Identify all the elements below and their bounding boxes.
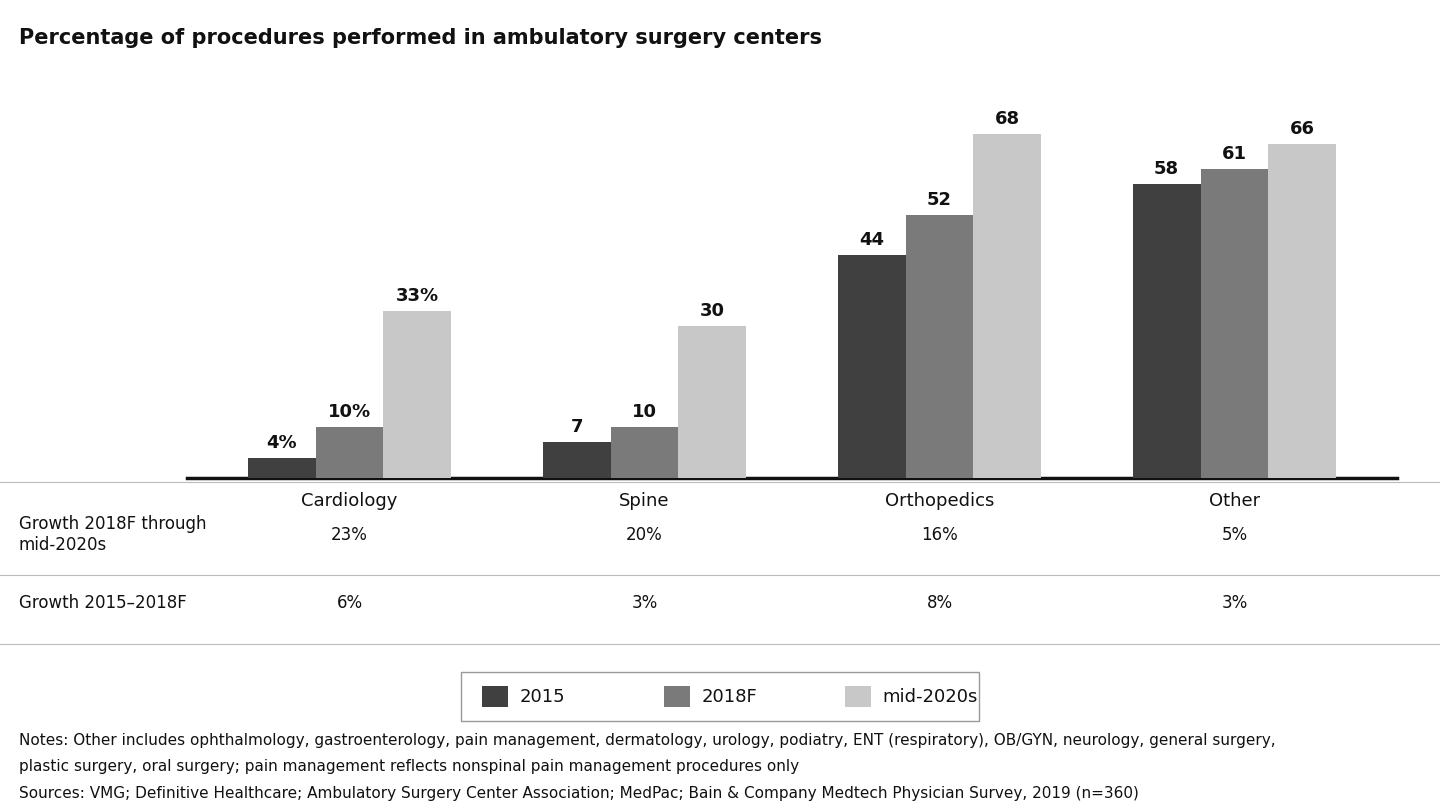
Bar <box>678 326 746 478</box>
Bar <box>906 215 973 478</box>
Text: 66: 66 <box>1290 120 1315 138</box>
Text: 20%: 20% <box>626 526 662 544</box>
Text: plastic surgery, oral surgery; pain management reflects nonspinal pain managemen: plastic surgery, oral surgery; pain mana… <box>19 759 799 774</box>
Text: 7: 7 <box>570 419 583 437</box>
Text: 2018F: 2018F <box>701 688 757 706</box>
Bar <box>838 255 906 478</box>
Text: 8%: 8% <box>926 595 953 612</box>
Bar <box>611 428 678 478</box>
Bar <box>973 134 1041 478</box>
Text: 4%: 4% <box>266 433 297 452</box>
Text: 3%: 3% <box>631 595 658 612</box>
Text: 44: 44 <box>860 231 884 249</box>
Text: Percentage of procedures performed in ambulatory surgery centers: Percentage of procedures performed in am… <box>19 28 822 49</box>
Text: 5%: 5% <box>1221 526 1247 544</box>
Bar <box>315 428 383 478</box>
Text: mid-2020s: mid-2020s <box>883 688 978 706</box>
Text: 68: 68 <box>995 109 1020 128</box>
Text: 6%: 6% <box>337 595 363 612</box>
Text: 10: 10 <box>632 403 657 421</box>
Text: 33%: 33% <box>396 287 439 305</box>
Text: Growth 2018F through
mid-2020s: Growth 2018F through mid-2020s <box>19 515 206 554</box>
Text: Sources: VMG; Definitive Healthcare; Ambulatory Surgery Center Association; MedP: Sources: VMG; Definitive Healthcare; Amb… <box>19 786 1139 801</box>
Text: 30: 30 <box>700 302 724 320</box>
Text: 2015: 2015 <box>520 688 566 706</box>
Bar <box>383 311 451 478</box>
Bar <box>248 458 315 478</box>
Bar <box>543 442 611 478</box>
Text: 10%: 10% <box>328 403 372 421</box>
Text: 3%: 3% <box>1221 595 1247 612</box>
Text: Growth 2015–2018F: Growth 2015–2018F <box>19 595 186 612</box>
Bar <box>1201 169 1269 478</box>
Text: 23%: 23% <box>331 526 367 544</box>
Text: Notes: Other includes ophthalmology, gastroenterology, pain management, dermatol: Notes: Other includes ophthalmology, gas… <box>19 733 1276 748</box>
Bar <box>1133 185 1201 478</box>
Bar <box>1269 144 1336 478</box>
Text: 16%: 16% <box>922 526 958 544</box>
Text: 61: 61 <box>1223 145 1247 163</box>
Text: 52: 52 <box>927 190 952 209</box>
Text: 58: 58 <box>1153 160 1179 178</box>
